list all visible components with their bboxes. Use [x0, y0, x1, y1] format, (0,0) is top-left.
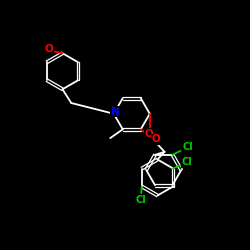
- Text: O: O: [45, 44, 54, 54]
- Text: Cl: Cl: [182, 142, 193, 152]
- Text: Cl: Cl: [182, 157, 193, 167]
- Text: O: O: [144, 129, 153, 139]
- Text: Cl: Cl: [135, 195, 146, 205]
- Text: N: N: [110, 107, 120, 117]
- Text: O: O: [152, 134, 160, 144]
